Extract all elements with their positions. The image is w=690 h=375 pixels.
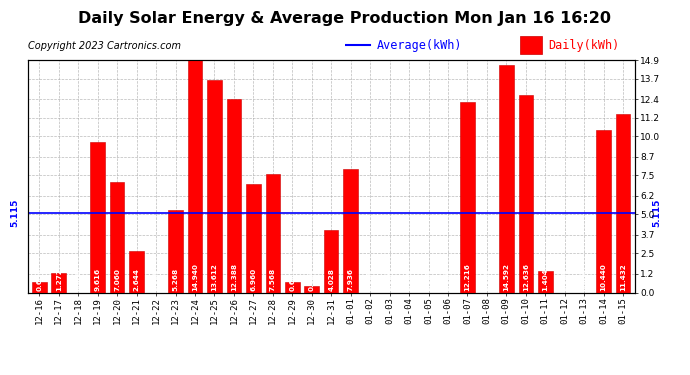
Bar <box>207 80 221 292</box>
Text: 13.612: 13.612 <box>211 263 217 291</box>
Text: 12.216: 12.216 <box>464 263 471 291</box>
Bar <box>324 230 339 292</box>
Text: Daily Solar Energy & Average Production Mon Jan 16 16:20: Daily Solar Energy & Average Production … <box>79 11 611 26</box>
Text: 4.028: 4.028 <box>328 268 334 291</box>
Bar <box>518 95 533 292</box>
Bar <box>168 210 183 292</box>
Text: 0.000: 0.000 <box>406 268 412 291</box>
Bar <box>226 99 242 292</box>
Bar <box>32 282 46 292</box>
Text: 1.404: 1.404 <box>542 268 549 291</box>
Text: 0.000: 0.000 <box>484 268 490 291</box>
Text: 2.644: 2.644 <box>134 268 139 291</box>
Bar <box>52 273 66 292</box>
Text: 6.960: 6.960 <box>250 268 257 291</box>
Text: 0.000: 0.000 <box>445 268 451 291</box>
Text: 0.000: 0.000 <box>581 268 587 291</box>
Bar <box>285 282 299 292</box>
Bar <box>615 114 631 292</box>
Text: 12.636: 12.636 <box>523 263 529 291</box>
Text: 0.000: 0.000 <box>562 268 568 291</box>
Text: 0.000: 0.000 <box>75 268 81 291</box>
Text: 14.940: 14.940 <box>192 263 198 291</box>
Bar <box>596 130 611 292</box>
Text: 0.000: 0.000 <box>367 268 373 291</box>
Text: 5.268: 5.268 <box>172 268 179 291</box>
Bar <box>460 102 475 292</box>
Bar <box>188 59 202 292</box>
Bar <box>499 65 513 292</box>
Text: Daily(kWh): Daily(kWh) <box>548 39 620 51</box>
Text: Copyright 2023 Cartronics.com: Copyright 2023 Cartronics.com <box>28 41 181 51</box>
Text: 5.115: 5.115 <box>652 198 661 227</box>
Bar <box>90 142 105 292</box>
Text: 7.568: 7.568 <box>270 268 276 291</box>
FancyBboxPatch shape <box>520 36 542 54</box>
Text: 0.672: 0.672 <box>289 268 295 291</box>
Text: 14.592: 14.592 <box>503 263 509 291</box>
Text: 0.436: 0.436 <box>308 268 315 291</box>
Text: 12.388: 12.388 <box>231 263 237 291</box>
Bar <box>266 174 280 292</box>
Bar <box>129 251 144 292</box>
Bar <box>538 271 553 292</box>
Text: 7.936: 7.936 <box>348 268 354 291</box>
Text: 7.060: 7.060 <box>114 268 120 291</box>
Bar <box>110 182 124 292</box>
Text: Average(kWh): Average(kWh) <box>377 39 462 51</box>
Bar <box>304 286 319 292</box>
Text: 11.432: 11.432 <box>620 263 626 291</box>
Bar <box>344 169 358 292</box>
Text: 1.272: 1.272 <box>56 268 61 291</box>
Text: 9.616: 9.616 <box>95 268 101 291</box>
Text: 0.000: 0.000 <box>426 268 431 291</box>
Bar <box>246 184 261 292</box>
Text: 5.115: 5.115 <box>10 198 19 227</box>
Text: 0.000: 0.000 <box>386 268 393 291</box>
Text: 0.000: 0.000 <box>153 268 159 291</box>
Text: 0.656: 0.656 <box>37 268 42 291</box>
Text: 10.440: 10.440 <box>601 263 607 291</box>
